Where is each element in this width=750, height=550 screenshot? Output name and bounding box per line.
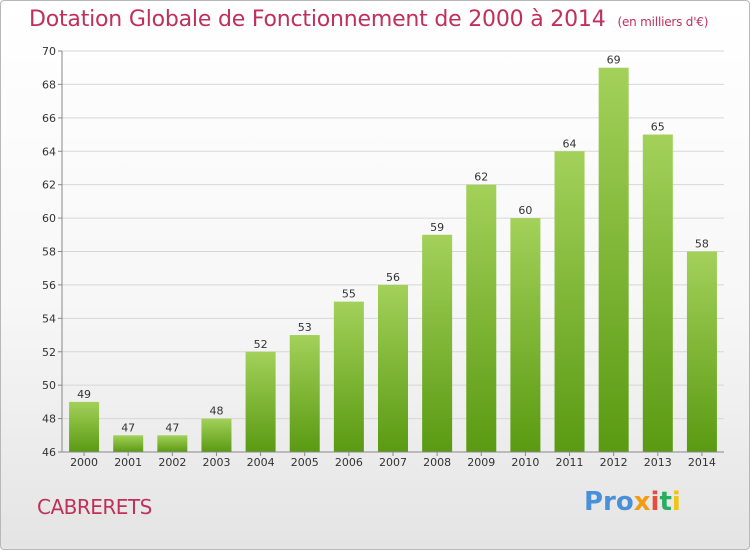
bar-value-label: 47 bbox=[121, 421, 135, 434]
x-tick-label: 2013 bbox=[644, 456, 672, 469]
bar bbox=[333, 301, 364, 452]
bar bbox=[686, 251, 717, 452]
bar bbox=[642, 134, 673, 452]
bar bbox=[378, 284, 408, 452]
x-tick-label: 2005 bbox=[291, 456, 319, 469]
x-axis: 2000 2001 2002 2003 2004 2005 2006 2007 2008 2009… bbox=[62, 451, 724, 469]
y-tick-label: 52 bbox=[42, 346, 56, 359]
x-tick-label: 2009 bbox=[467, 456, 495, 469]
x-tick-label: 2012 bbox=[600, 456, 628, 469]
bar-value-label: 65 bbox=[651, 121, 665, 134]
y-tick-label: 64 bbox=[42, 145, 56, 158]
chart-subtitle: (en milliers d'€) bbox=[617, 15, 709, 29]
chart-title: Dotation Globale de Fonctionnement de 20… bbox=[29, 7, 708, 32]
bar bbox=[422, 234, 453, 452]
y-tick-label: 70 bbox=[42, 45, 56, 58]
y-tick-label: 50 bbox=[42, 379, 56, 392]
x-tick-label: 2011 bbox=[556, 456, 584, 469]
logo-part-2: x bbox=[633, 487, 651, 517]
x-tick-label: 2002 bbox=[158, 456, 186, 469]
y-tick-label: 66 bbox=[42, 112, 56, 125]
x-tick-label: 2007 bbox=[379, 456, 407, 469]
logo-part-5: i bbox=[671, 487, 681, 517]
bar-value-label: 47 bbox=[165, 421, 179, 434]
bar-value-label: 48 bbox=[209, 405, 223, 418]
bar-value-label: 59 bbox=[430, 221, 444, 234]
bar-value-label: 60 bbox=[518, 204, 532, 217]
bar bbox=[510, 218, 541, 452]
x-tick-label: 2014 bbox=[688, 456, 716, 469]
y-tick-label: 54 bbox=[42, 312, 56, 325]
x-tick-label: 2003 bbox=[202, 456, 230, 469]
y-tick-label: 46 bbox=[42, 446, 56, 459]
y-tick-label: 56 bbox=[42, 279, 56, 292]
x-tick-label: 2008 bbox=[423, 456, 451, 469]
bar bbox=[69, 401, 100, 452]
bar bbox=[113, 435, 144, 452]
bar-value-label: 56 bbox=[386, 271, 400, 284]
logo-part-1: Pro bbox=[584, 487, 634, 517]
x-tick-label: 2000 bbox=[70, 456, 98, 469]
y-tick-label: 68 bbox=[42, 78, 56, 91]
bar-value-label: 49 bbox=[77, 388, 91, 401]
bar bbox=[598, 67, 629, 452]
y-tick-label: 58 bbox=[42, 246, 56, 259]
bar bbox=[466, 184, 497, 452]
bar bbox=[157, 435, 188, 452]
bar-value-label: 58 bbox=[695, 238, 709, 251]
y-tick-label: 48 bbox=[42, 413, 56, 426]
y-axis: 46 48 50 52 54 56 58 60 62 64 66 68 70 bbox=[42, 45, 63, 459]
commune-name: CABRERETS bbox=[37, 495, 152, 519]
x-tick-label: 2001 bbox=[114, 456, 142, 469]
bar bbox=[554, 151, 585, 452]
logo-part-4: t bbox=[659, 487, 672, 517]
chart-title-text: Dotation Globale de Fonctionnement de 20… bbox=[29, 7, 606, 32]
bar bbox=[289, 335, 320, 452]
proxiti-logo[interactable]: Proxiti bbox=[584, 487, 681, 517]
y-tick-label: 62 bbox=[42, 179, 56, 192]
bar-value-label: 69 bbox=[607, 54, 621, 67]
bar-value-label: 52 bbox=[254, 338, 268, 351]
y-tick-label: 60 bbox=[42, 212, 56, 225]
bar bbox=[201, 418, 232, 452]
x-tick-label: 2004 bbox=[247, 456, 275, 469]
bars: 49 47 47 48 52 53 55 56 59 62 60 64 69 65 58 bbox=[69, 54, 717, 452]
bar-value-label: 64 bbox=[563, 137, 577, 150]
bar bbox=[245, 351, 276, 452]
x-tick-label: 2010 bbox=[511, 456, 539, 469]
bar-value-label: 53 bbox=[298, 321, 312, 334]
bar-value-label: 62 bbox=[474, 171, 488, 184]
bar-value-label: 55 bbox=[342, 288, 356, 301]
logo-part-3: i bbox=[650, 487, 660, 517]
x-tick-label: 2006 bbox=[335, 456, 363, 469]
